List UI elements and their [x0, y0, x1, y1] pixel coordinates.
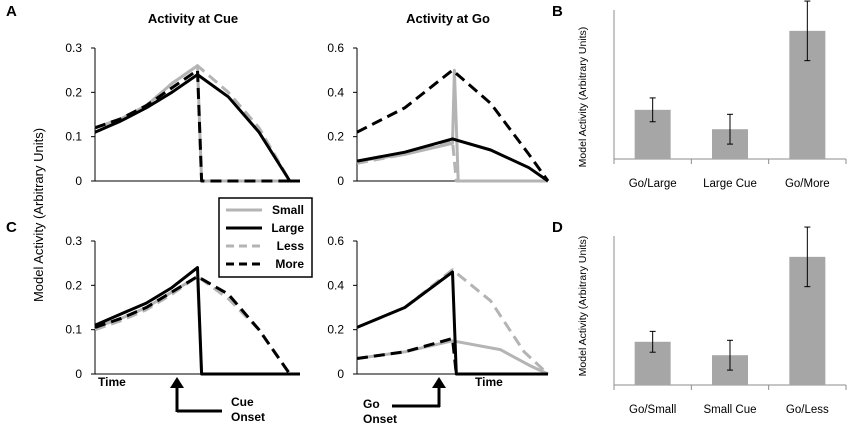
title-activity-at-cue: Activity at Cue	[148, 11, 238, 26]
bar-chart-b: Go/Large Large Cue Go/More	[613, 0, 847, 190]
A1-series-small	[94, 64, 300, 183]
C1-y-tick-label: 0.3	[65, 234, 82, 248]
legend-label-large: Large	[271, 221, 304, 235]
C2-y-tick-label: 0	[337, 367, 344, 381]
D-category-label: Go/Small	[629, 404, 676, 416]
B-category-label: Go/More	[785, 178, 830, 190]
cue-onset-arrow	[170, 377, 222, 413]
C2-y-tick-label: 0.2	[327, 323, 344, 337]
line-chart-cue-bottom: 0 0.1 0.2 0.3	[65, 234, 300, 381]
line-chart-go-top: 0 0.2 0.4 0.6	[327, 41, 550, 188]
D-error-bar-go-less	[804, 226, 811, 288]
A1-y-tick-label: 0.2	[65, 85, 82, 99]
C1-y-tick-label: 0.2	[65, 278, 82, 292]
panel-letter-c: C	[6, 219, 17, 236]
legend-label-small: Small	[272, 203, 304, 217]
C2-series-large	[356, 270, 548, 376]
legend-label-more: More	[275, 257, 304, 271]
go-onset-label-onset: Onset	[363, 412, 397, 426]
D-error-bar-small-cue	[727, 339, 733, 371]
A2-y-tick-label: 0.2	[327, 130, 344, 144]
C1-y-tick-label: 0.1	[65, 323, 82, 337]
legend-label-less: Less	[277, 239, 305, 253]
B-error-bar-go-large	[649, 97, 656, 123]
A2-series-less	[356, 139, 548, 183]
C1-series-less	[94, 275, 300, 376]
C2-y-tick-label: 0.6	[327, 234, 344, 248]
D-category-label: Go/Less	[786, 404, 829, 416]
A2-series-more	[356, 68, 550, 182]
bar-chart-d: Go/Small Small Cue Go/Less	[613, 226, 847, 416]
A2-y-tick-label: 0.4	[327, 85, 344, 99]
A1-y-tick-label: 0.1	[65, 130, 82, 144]
A1-y-tick-label: 0.3	[65, 41, 82, 55]
B-error-bar-large-cue	[727, 113, 733, 145]
line-chart-cue-top: 0 0.1 0.2 0.3	[65, 41, 300, 188]
C1-series-large	[94, 266, 300, 376]
cue-onset-label-onset: Onset	[231, 410, 265, 424]
cue-onset-label-cue: Cue	[231, 395, 254, 409]
B-error-bar-go-more	[804, 0, 811, 62]
legend-box	[218, 197, 313, 278]
A2-y-tick-label: 0.6	[327, 41, 344, 55]
title-activity-at-go: Activity at Go	[406, 11, 490, 26]
shared-y-axis-label: Model Activity (Arbitrary Units)	[31, 128, 46, 302]
A2-series-large	[356, 137, 549, 183]
A1-y-tick-label: 0	[75, 174, 82, 188]
B-category-label: Large Cue	[703, 178, 757, 190]
B-category-label: Go/Large	[629, 178, 677, 190]
go-onset-arrow	[392, 377, 446, 408]
A1-series-more	[94, 68, 300, 183]
time-label-right: Time	[475, 375, 503, 389]
panel-letter-d: D	[552, 219, 563, 236]
legend: Small Large Less More	[218, 197, 313, 278]
C2-y-tick-label: 0.4	[327, 278, 344, 292]
C1-series-more	[94, 275, 300, 376]
panel-letter-b: B	[552, 3, 563, 20]
time-label-left: Time	[98, 375, 126, 389]
A2-y-tick-label: 0	[337, 174, 344, 188]
A2-series-small	[356, 68, 548, 183]
C1-y-tick-label: 0	[75, 367, 82, 381]
panel-letter-a: A	[6, 3, 17, 20]
D-category-label: Small Cue	[703, 404, 756, 416]
line-chart-go-bottom: 0 0.2 0.4 0.6	[327, 234, 550, 381]
go-onset-label-go: Go	[363, 397, 380, 411]
bar-b-y-label: Model Activity (Arbitrary Units)	[577, 27, 589, 168]
D-error-bar-go-small	[649, 330, 656, 353]
bar-d-y-label: Model Activity (Arbitrary Units)	[577, 236, 589, 377]
